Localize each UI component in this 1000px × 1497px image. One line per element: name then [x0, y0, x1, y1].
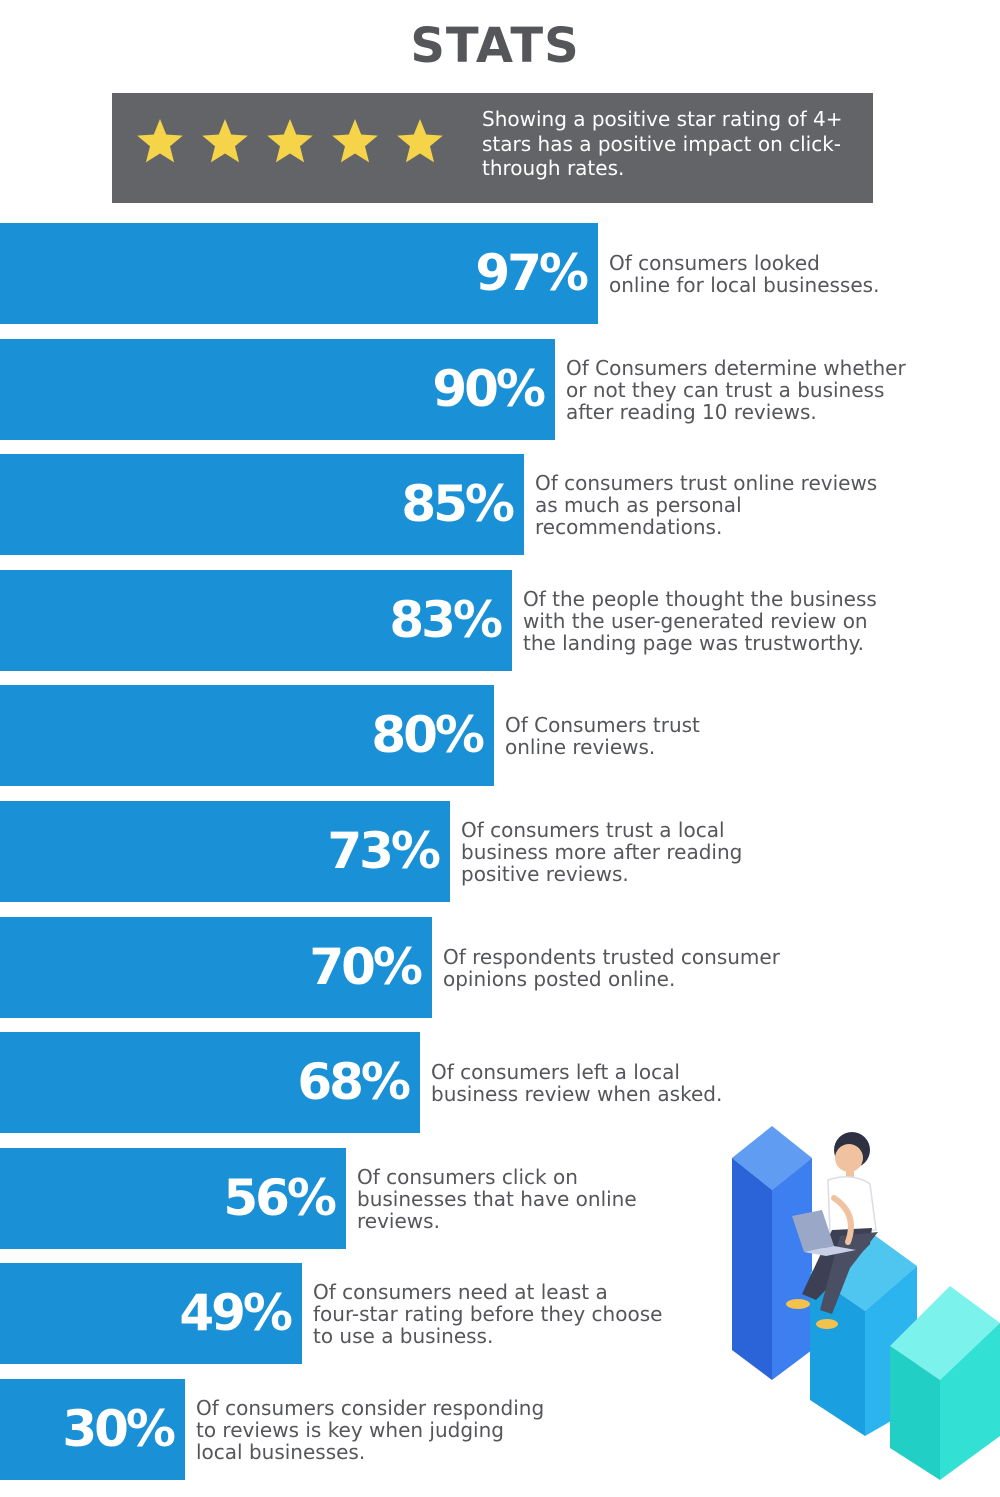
stat-bar: 70%: [0, 917, 432, 1018]
stat-description-line: Of consumers looked: [609, 250, 820, 275]
stat-description: Of respondents trusted consumer opinions …: [443, 946, 780, 990]
stat-description: Of Consumers determine whether or not the…: [566, 357, 906, 423]
stat-description-line: Of consumers need at least a: [313, 1279, 608, 1304]
stat-description: Of the people thought the business with t…: [523, 588, 877, 654]
star-icon: [137, 119, 183, 163]
stat-description: Of consumers click on businesses that hav…: [357, 1166, 637, 1232]
stat-description-line: as much as personal: [535, 492, 742, 517]
stat-description-line: Of consumers trust online reviews: [535, 470, 878, 495]
stat-description: Of consumers left a local business review…: [431, 1061, 722, 1105]
stat-description-line: Of Consumers determine whether: [566, 355, 906, 380]
stat-percentage: 83%: [389, 591, 503, 649]
stat-description-line: business review when asked.: [431, 1081, 723, 1106]
stat-percentage: 85%: [401, 475, 515, 533]
star-icon: [397, 119, 443, 163]
stat-bar: 97%: [0, 223, 598, 324]
stat-bar: 85%: [0, 454, 524, 555]
stat-percentage: 68%: [297, 1053, 411, 1111]
stat-bar: 49%: [0, 1263, 302, 1364]
stat-description-line: or not they can trust a business: [566, 377, 885, 402]
stat-description: Of consumers trust a local business more …: [461, 819, 742, 885]
stat-bar: 73%: [0, 801, 450, 902]
star-icon: [267, 119, 313, 163]
star-icon: [202, 119, 248, 163]
stat-bar: 56%: [0, 1148, 346, 1249]
stat-description: Of consumers consider responding to revie…: [196, 1397, 544, 1463]
stat-percentage: 49%: [179, 1284, 293, 1342]
stat-bar: 30%: [0, 1379, 185, 1480]
stat-description-line: online reviews.: [505, 734, 656, 759]
stat-description-line: local businesses.: [196, 1439, 366, 1464]
stat-percentage: 80%: [371, 706, 485, 764]
stat-description: Of Consumers trust online reviews.: [505, 714, 700, 758]
stat-description-line: to reviews is key when judging: [196, 1417, 504, 1442]
star-rating-icons: [137, 119, 443, 163]
stat-description-line: Of consumers consider responding: [196, 1395, 545, 1420]
stat-description-line: reviews.: [357, 1208, 440, 1233]
person-with-laptop-illustration: [732, 1126, 1000, 1480]
stat-description-line: four-star rating before they choose: [313, 1301, 663, 1326]
star-rating-banner: Showing a positive star rating of 4+ sta…: [112, 93, 873, 203]
stat-percentage: 70%: [309, 938, 423, 996]
stat-description-line: the landing page was trustworthy.: [523, 630, 865, 655]
stat-description-line: Of consumers left a local: [431, 1059, 680, 1084]
stat-description-line: Of consumers click on: [357, 1164, 578, 1189]
stat-bar: 80%: [0, 685, 494, 786]
stat-description-line: opinions posted online.: [443, 966, 676, 991]
stat-description-line: business more after reading: [461, 839, 743, 864]
banner-text: Showing a positive star rating of 4+ sta…: [482, 107, 843, 180]
stat-description-line: Of the people thought the business: [523, 586, 877, 611]
stat-description-line: after reading 10 reviews.: [566, 399, 817, 424]
stat-bar: 68%: [0, 1032, 420, 1133]
stat-description-line: positive reviews.: [461, 861, 629, 886]
page-title: STATS: [410, 18, 580, 74]
stat-percentage: 30%: [62, 1400, 176, 1458]
stat-description-line: online for local businesses.: [609, 272, 880, 297]
stat-description-line: Of consumers trust a local: [461, 817, 725, 842]
stat-description: Of consumers trust online reviews as much…: [535, 472, 877, 538]
stat-percentage: 56%: [223, 1169, 337, 1227]
stat-description: Of consumers looked online for local busi…: [609, 252, 879, 296]
stat-description-line: businesses that have online: [357, 1186, 637, 1211]
stat-percentage: 90%: [432, 360, 546, 418]
stat-bar: 90%: [0, 339, 555, 440]
stat-description-line: with the user-generated review on: [523, 608, 868, 633]
stat-percentage: 97%: [475, 244, 589, 302]
stat-description: Of consumers need at least a four-star ra…: [313, 1281, 662, 1347]
stat-description-line: to use a business.: [313, 1323, 494, 1348]
stat-description-line: Of Consumers trust: [505, 712, 700, 737]
stat-percentage: 73%: [327, 822, 441, 880]
stat-description-line: Of respondents trusted consumer: [443, 944, 780, 969]
stat-bar: 83%: [0, 570, 512, 671]
star-icon: [332, 119, 378, 163]
stat-description-line: recommendations.: [535, 514, 723, 539]
